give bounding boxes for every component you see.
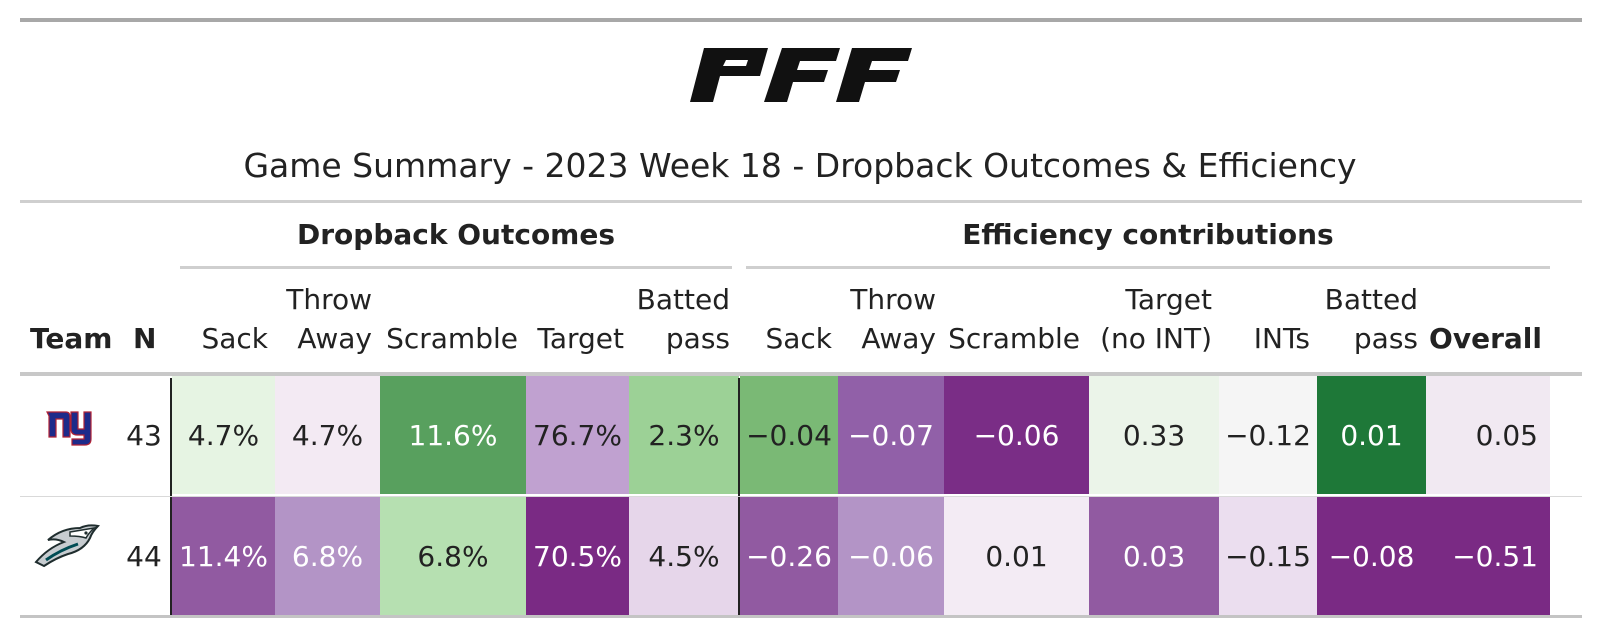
cell-row-1-eff-overall: 0.05 [1426, 376, 1550, 494]
col-header-eff-batted-line1: Batted [1324, 283, 1418, 316]
cell-row-2-outcome-scramble: 6.8% [380, 497, 526, 615]
cell-row-2-eff-batted-pass: −0.08 [1317, 497, 1426, 615]
giants-logo-icon [46, 411, 92, 446]
col-header-outcome-throw-line1: Throw [286, 283, 372, 316]
col-header-outcome-throw-line2: Away [297, 322, 372, 355]
cell-row-2-eff-throw-away: −0.06 [838, 497, 944, 615]
cell-row-2-outcome-throw-away: 6.8% [275, 497, 380, 615]
divider-outcomes [170, 378, 172, 616]
col-header-eff-batted-line2: pass [1353, 322, 1418, 355]
group-header-efficiency: Efficiency contributions [962, 218, 1334, 251]
group-underline-efficiency [746, 266, 1550, 269]
eagles-logo-icon [34, 524, 100, 568]
col-header-n: N [133, 322, 157, 355]
cell-row-2-eff-overall: −0.51 [1426, 497, 1550, 615]
pff-logo [690, 48, 912, 102]
col-header-team: Team [30, 322, 113, 355]
cell-row-1-outcome-throw-away: 4.7% [275, 376, 380, 494]
group-header-outcomes: Dropback Outcomes [296, 218, 616, 251]
cell-row-2-outcome-sack: 11.4% [172, 497, 275, 615]
title-rule [20, 200, 1582, 203]
cell-row-1-outcome-target: 76.7% [526, 376, 629, 494]
group-underline-outcomes [180, 266, 732, 269]
cell-row-2-outcome-target: 70.5% [526, 497, 629, 615]
col-header-outcome-sack: Sack [201, 322, 268, 355]
col-header-outcome-scramble: Scramble [386, 322, 518, 355]
col-header-eff-target-line2: (no INT) [1100, 322, 1212, 355]
row-rule [20, 496, 1582, 497]
col-header-eff-target-line1: Target [1125, 283, 1212, 316]
col-header-eff-ints: INTs [1253, 322, 1310, 355]
cell-row-2-outcome-batted-pass: 4.5% [629, 497, 739, 615]
col-header-outcome-batted-line1: Batted [636, 283, 730, 316]
cell-row-1-eff-ints: −0.12 [1219, 376, 1317, 494]
cell-row-1-eff-batted-pass: 0.01 [1317, 376, 1426, 494]
col-header-eff-scramble: Scramble [948, 322, 1080, 355]
bottom-rule [20, 615, 1582, 618]
cell-row-2-eff-ints: −0.15 [1219, 497, 1317, 615]
col-header-eff-sack: Sack [765, 322, 832, 355]
cell-row-1-outcome-batted-pass: 2.3% [629, 376, 739, 494]
col-header-outcome-batted-line2: pass [665, 322, 730, 355]
col-header-eff-overall: Overall [1429, 322, 1542, 355]
top-rule [20, 18, 1582, 22]
row-1-n: 43 [126, 418, 162, 452]
header-rule [20, 372, 1582, 376]
cell-row-1-eff-scramble: −0.06 [944, 376, 1089, 494]
cell-row-1-outcome-scramble: 11.6% [380, 376, 526, 494]
col-header-eff-throw-line1: Throw [850, 283, 936, 316]
col-header-outcome-target: Target [537, 322, 624, 355]
cell-row-1-eff-target-no-int: 0.33 [1089, 376, 1219, 494]
page-title: Game Summary - 2023 Week 18 - Dropback O… [243, 146, 1357, 185]
cell-row-2-eff-sack: −0.26 [740, 497, 838, 615]
cell-row-2-eff-scramble: 0.01 [944, 497, 1089, 615]
row-2-n: 44 [126, 539, 162, 573]
cell-row-1-eff-sack: −0.04 [740, 376, 838, 494]
cell-row-1-eff-throw-away: −0.07 [838, 376, 944, 494]
divider-efficiency [738, 378, 740, 616]
cell-row-1-outcome-sack: 4.7% [172, 376, 275, 494]
col-header-eff-throw-line2: Away [861, 322, 936, 355]
cell-row-2-eff-target-no-int: 0.03 [1089, 497, 1219, 615]
